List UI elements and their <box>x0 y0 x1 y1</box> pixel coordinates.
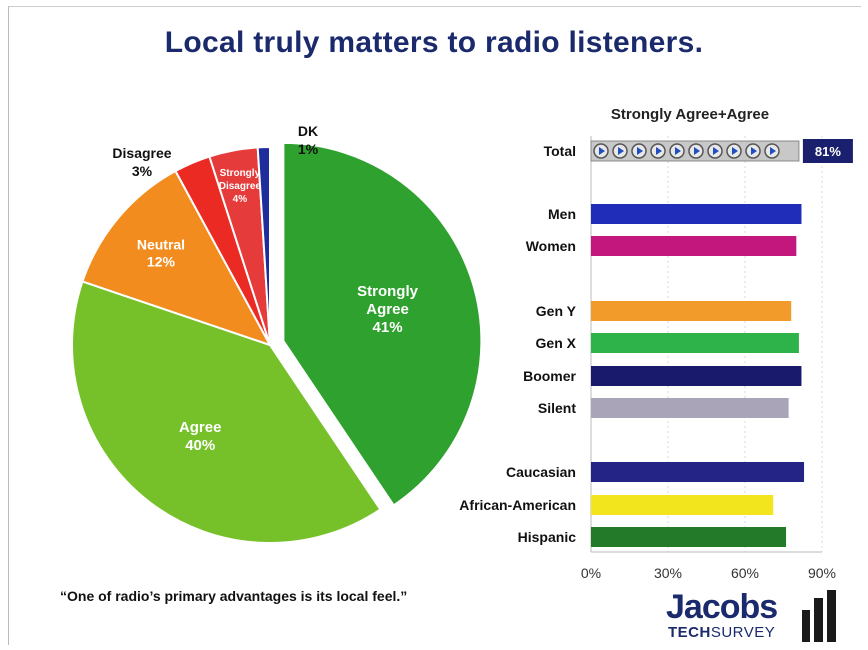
pie-label-dk: DK 1% <box>298 123 319 157</box>
logo-survey: SURVEY <box>710 624 776 641</box>
bar-silent <box>591 398 789 418</box>
category-label-silent: Silent <box>538 400 576 416</box>
play-triangle-icon <box>694 147 700 155</box>
play-triangle-icon <box>713 147 719 155</box>
pie-label-agree: Agree 40% <box>179 419 222 454</box>
jacobs-techsurvey-logo: Jacobs TECHSURVEY <box>640 588 850 644</box>
pie-label-disagree: Disagree 3% <box>112 145 171 179</box>
slide-frame <box>8 6 861 645</box>
category-label-gen-x: Gen X <box>536 335 577 351</box>
bar-gen-x <box>591 333 799 353</box>
bar-african-american <box>591 495 774 515</box>
logo-tech: TECH <box>668 624 711 641</box>
category-label-total: Total <box>544 143 576 159</box>
bar-caucasian <box>591 462 805 482</box>
x-tick-label: 30% <box>654 565 682 581</box>
bar-hispanic <box>591 527 787 547</box>
play-triangle-icon <box>656 147 662 155</box>
logo-techsurvey: TECHSURVEY <box>668 624 775 641</box>
pie-slice-dk <box>256 145 271 346</box>
x-tick-label: 0% <box>581 565 601 581</box>
pie-slice-neutral <box>81 169 273 347</box>
logo-bars-icon <box>802 590 836 642</box>
bar-boomer <box>591 366 802 386</box>
category-label-caucasian: Caucasian <box>506 464 576 480</box>
logo-jacobs: Jacobs <box>666 588 778 626</box>
x-tick-label: 90% <box>808 565 836 581</box>
play-triangle-icon <box>637 147 643 155</box>
category-label-boomer: Boomer <box>523 368 576 384</box>
play-triangle-icon <box>599 147 605 155</box>
pie-slice-strongly-agree <box>282 141 483 507</box>
play-triangle-icon <box>618 147 624 155</box>
total-value-label: 81% <box>815 144 841 159</box>
pie-label-neutral: Neutral 12% <box>137 236 185 269</box>
pie-label-strongly-agree: Strongly Agree 41% <box>357 283 418 336</box>
slide-title: Local truly matters to radio listeners. <box>164 26 704 59</box>
category-label-men: Men <box>548 206 576 222</box>
x-tick-label: 60% <box>731 565 759 581</box>
play-triangle-icon <box>770 147 776 155</box>
pie-slice-agree <box>71 280 382 544</box>
bar-gen-y <box>591 301 792 321</box>
quote-text: “One of radio’s primary advantages is it… <box>60 588 408 604</box>
bar-men <box>591 204 802 224</box>
category-label-women: Women <box>526 238 576 254</box>
total-value-badge <box>802 139 853 163</box>
category-label-african-american: African-American <box>459 497 576 513</box>
bar-chart-title: Strongly Agree+Agree <box>610 106 770 123</box>
play-triangle-icon <box>732 147 738 155</box>
category-label-gen-y: Gen Y <box>536 303 577 319</box>
play-triangle-icon <box>751 147 757 155</box>
pie-label-strongly-disagree: Strongly Disagree 4% <box>219 168 262 205</box>
category-label-hispanic: Hispanic <box>518 529 577 545</box>
bar-women <box>591 236 797 256</box>
play-triangle-icon <box>675 147 681 155</box>
